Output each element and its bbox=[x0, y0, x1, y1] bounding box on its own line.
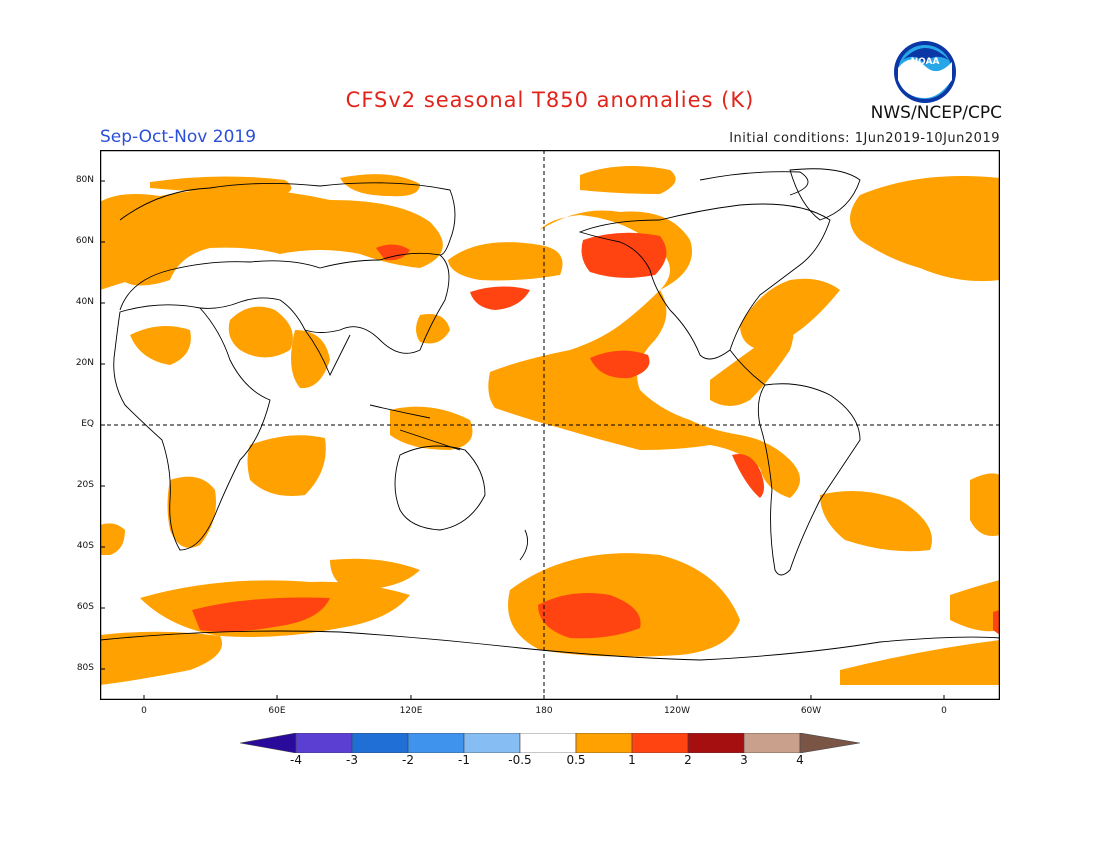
lat-label-eq: EQ bbox=[81, 419, 94, 429]
colorbar-label-p1: 1 bbox=[628, 753, 636, 767]
colorbar-label-m3: -3 bbox=[346, 753, 358, 767]
colorbar-bin-8 bbox=[687, 733, 745, 753]
anomaly-map bbox=[100, 150, 1000, 700]
coastlines bbox=[100, 168, 1000, 661]
colorbar-left-arrow bbox=[240, 733, 297, 753]
colorbar-label-p05: 0.5 bbox=[566, 753, 586, 767]
colorbar-bin-1 bbox=[295, 733, 353, 753]
colorbar bbox=[240, 733, 860, 753]
colorbar-label-m2: -2 bbox=[402, 753, 414, 767]
colorbar-bin-9 bbox=[743, 733, 801, 753]
colorbar-right-arrow bbox=[799, 733, 860, 753]
lat-label-60s: 60S bbox=[76, 602, 94, 612]
lat-label-80n: 80N bbox=[75, 175, 94, 185]
lat-label-20s: 20S bbox=[76, 480, 94, 490]
anomaly-regions-0-5-to-1 bbox=[100, 166, 1000, 685]
colorbar-bin-2 bbox=[351, 733, 409, 753]
logo-text: NOAA bbox=[911, 57, 940, 67]
initial-conditions: Initial conditions: 1Jun2019-10Jun2019 bbox=[729, 131, 1000, 146]
lon-label-60w: 60W bbox=[800, 706, 822, 716]
forecast-period: Sep-Oct-Nov 2019 bbox=[100, 127, 257, 147]
lat-label-40n: 40N bbox=[75, 297, 94, 307]
lon-label-0-left: 0 bbox=[141, 706, 147, 716]
colorbar-label-p3: 3 bbox=[740, 753, 748, 767]
colorbar-bin-5 bbox=[519, 733, 577, 753]
colorbar-label-p4: 4 bbox=[796, 753, 804, 767]
lon-label-120e: 120E bbox=[399, 706, 423, 716]
lon-label-60e: 60E bbox=[268, 706, 286, 716]
axis-ticks bbox=[100, 180, 945, 700]
noaa-logo: NOAA bbox=[894, 41, 956, 103]
colorbar-label-m4: -4 bbox=[290, 753, 302, 767]
lat-label-40s: 40S bbox=[76, 541, 94, 551]
map-title: CFSv2 seasonal T850 anomalies (K) bbox=[345, 88, 755, 112]
lat-label-60n: 60N bbox=[75, 236, 94, 246]
lon-label-0-right: 0 bbox=[941, 706, 947, 716]
colorbar-bin-6 bbox=[575, 733, 633, 753]
colorbar-bin-3 bbox=[407, 733, 465, 753]
colorbar-bin-4 bbox=[463, 733, 521, 753]
lat-label-20n: 20N bbox=[75, 358, 94, 368]
lon-label-120w: 120W bbox=[663, 706, 691, 716]
colorbar-label-m1: -1 bbox=[458, 753, 470, 767]
colorbar-label-m05: -0.5 bbox=[508, 753, 532, 767]
anomaly-regions-1-to-2 bbox=[192, 232, 1000, 639]
colorbar-bin-7 bbox=[631, 733, 689, 753]
lon-label-180: 180 bbox=[535, 706, 553, 716]
colorbar-label-p2: 2 bbox=[684, 753, 692, 767]
agency-label: NWS/NCEP/CPC bbox=[870, 103, 1002, 123]
lat-label-80s: 80S bbox=[76, 663, 94, 673]
